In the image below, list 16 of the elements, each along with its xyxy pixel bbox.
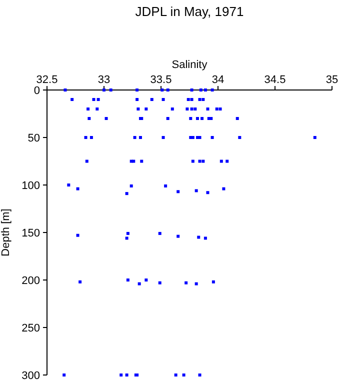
y-tick-label: 250 xyxy=(22,322,40,334)
x-tick-label: 33 xyxy=(98,74,110,86)
x-tick-label: 34 xyxy=(212,74,224,86)
x-tick-label: 34.5 xyxy=(264,74,286,86)
y-tick-label: 0 xyxy=(34,85,40,97)
y-axis-title: Depth [m] xyxy=(0,208,12,256)
x-axis-title: Salinity xyxy=(172,59,208,71)
x-tick-label: 33.5 xyxy=(150,74,172,86)
x-tick-label: 35 xyxy=(326,74,338,86)
y-tick-label: 50 xyxy=(28,132,40,144)
y-tick-label: 100 xyxy=(22,180,40,192)
x-tick-label: 32.5 xyxy=(36,74,58,86)
chart-title: JDPL in May, 1971 xyxy=(135,4,244,19)
y-tick-label: 200 xyxy=(22,275,40,287)
y-tick-label: 150 xyxy=(22,228,40,240)
y-tick-label: 300 xyxy=(22,370,40,382)
